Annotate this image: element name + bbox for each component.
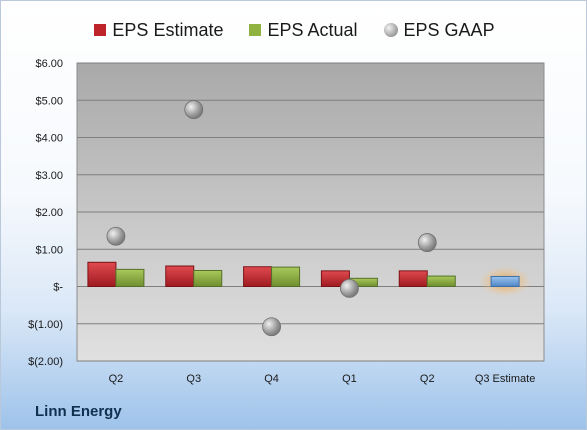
point-eps-gaap <box>417 233 437 252</box>
bar-eps-actual <box>115 268 145 287</box>
x-tick-label: Q2 <box>420 373 435 385</box>
x-tick-label: Q3 Estimate <box>475 373 536 385</box>
legend-swatch-eps-gaap <box>383 23 398 37</box>
point-eps-gaap <box>184 100 204 119</box>
point-eps-gaap <box>340 278 359 298</box>
bar-eps-actual <box>193 269 223 288</box>
legend-item-eps-estimate: EPS Estimate <box>94 20 223 41</box>
legend-label-eps-actual: EPS Actual <box>267 19 358 40</box>
bar-eps-estimate <box>87 261 117 288</box>
bar-eps-estimate-next <box>490 275 520 288</box>
y-tick-label: $2.00 <box>35 207 63 219</box>
y-tick-label: $- <box>53 282 63 294</box>
y-tick-label: $3.00 <box>35 170 63 182</box>
legend-item-eps-actual: EPS Actual <box>249 19 358 41</box>
company-name: Linn Energy <box>35 403 122 420</box>
legend-label-eps-estimate: EPS Estimate <box>112 19 224 40</box>
point-eps-gaap <box>106 226 126 246</box>
y-tick-label: $(2.00) <box>28 356 63 368</box>
legend-item-eps-gaap: EPS GAAP <box>383 19 495 41</box>
x-tick-label: Q2 <box>109 373 124 385</box>
x-tick-label: Q1 <box>342 373 357 385</box>
y-tick-label: $(1.00) <box>28 319 63 331</box>
bar-eps-actual <box>271 266 301 288</box>
bar-eps-estimate <box>398 270 428 288</box>
bar-eps-estimate <box>165 265 195 288</box>
chart-legend: EPS Estimate EPS Actual EPS GAAP <box>1 16 586 44</box>
y-tick-label: $1.00 <box>35 244 63 256</box>
legend-swatch-eps-estimate <box>94 24 107 36</box>
bar-eps-actual <box>426 275 456 288</box>
y-tick-label: $4.00 <box>35 133 63 145</box>
legend-swatch-eps-actual <box>249 24 262 36</box>
y-tick-label: $5.00 <box>35 95 63 107</box>
bar-eps-estimate <box>243 266 273 288</box>
legend-label-eps-gaap: EPS GAAP <box>403 19 495 40</box>
x-tick-label: Q3 <box>186 373 201 385</box>
x-tick-label: Q4 <box>264 373 279 385</box>
y-tick-label: $6.00 <box>35 58 63 70</box>
point-eps-gaap <box>262 317 281 337</box>
